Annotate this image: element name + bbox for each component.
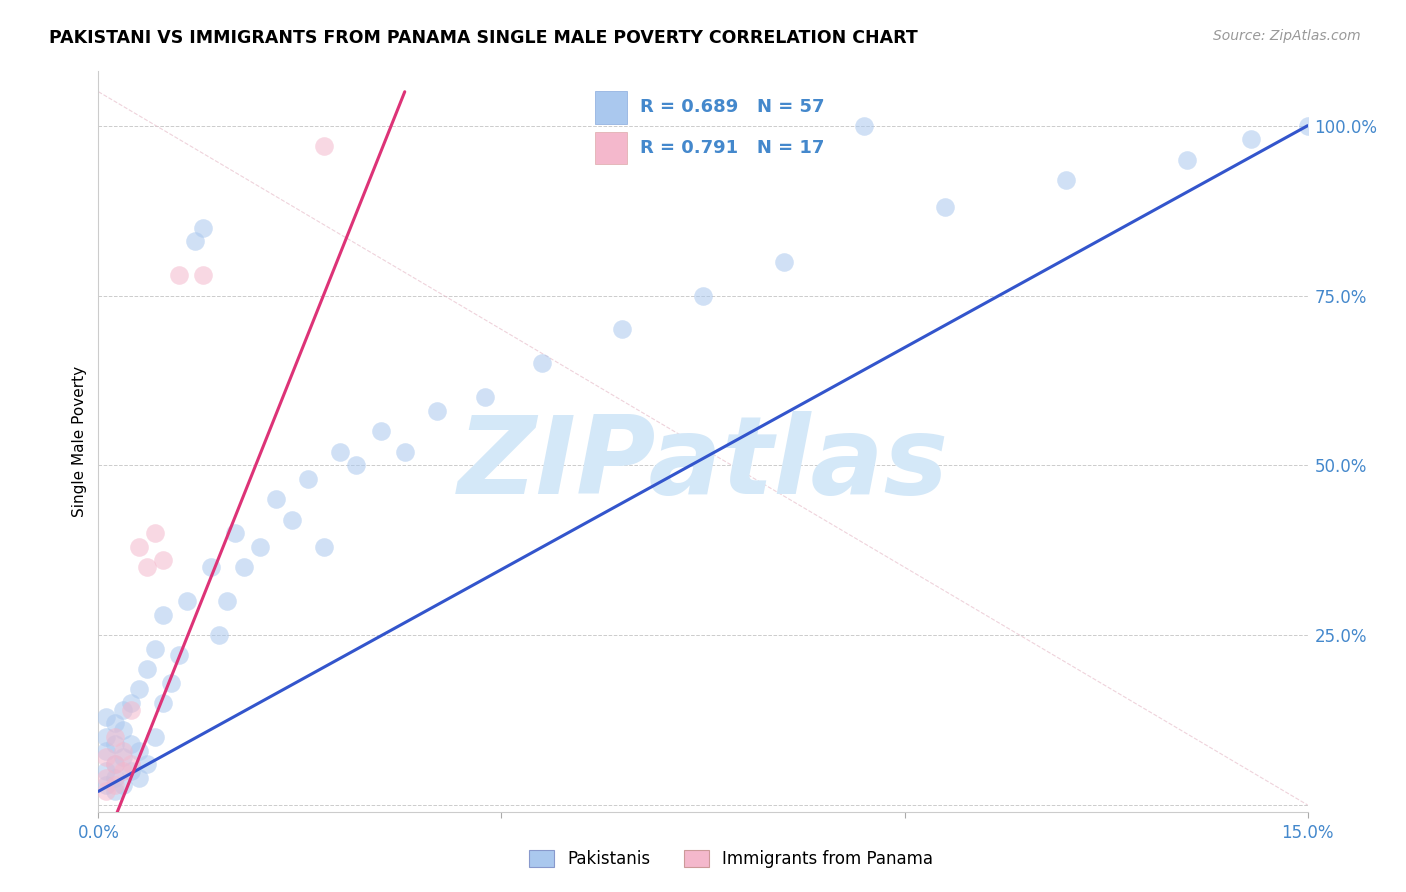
- Legend: Pakistanis, Immigrants from Panama: Pakistanis, Immigrants from Panama: [523, 843, 939, 875]
- Point: [103, 784, 125, 798]
- Point: [96, 771, 118, 785]
- Point: [1054, 173, 1077, 187]
- Text: ZIPatlas: ZIPatlas: [457, 410, 949, 516]
- Point: [103, 771, 125, 785]
- Point: [120, 703, 142, 717]
- Point: [135, 662, 157, 676]
- Point: [612, 322, 634, 336]
- Point: [103, 757, 125, 772]
- Point: [120, 757, 142, 772]
- Point: [128, 771, 150, 785]
- Point: [103, 737, 125, 751]
- Point: [120, 737, 142, 751]
- Point: [193, 268, 215, 282]
- Point: [1175, 153, 1198, 167]
- Point: [772, 254, 794, 268]
- Point: [152, 696, 174, 710]
- Point: [1240, 132, 1263, 146]
- Point: [111, 750, 134, 764]
- Point: [103, 778, 125, 792]
- Point: [120, 764, 142, 778]
- Point: [370, 425, 392, 439]
- Point: [167, 648, 190, 663]
- Point: [167, 268, 190, 282]
- Point: [184, 234, 207, 248]
- Text: Source: ZipAtlas.com: Source: ZipAtlas.com: [1213, 29, 1361, 43]
- Point: [128, 540, 150, 554]
- Point: [152, 607, 174, 622]
- Point: [96, 764, 118, 778]
- Point: [103, 716, 125, 731]
- Point: [934, 200, 956, 214]
- Point: [474, 391, 496, 405]
- Point: [143, 526, 166, 541]
- Point: [232, 560, 254, 574]
- Point: [160, 675, 183, 690]
- Point: [96, 730, 118, 744]
- Point: [103, 730, 125, 744]
- Y-axis label: Single Male Poverty: Single Male Poverty: [72, 366, 87, 517]
- Point: [143, 641, 166, 656]
- Point: [111, 778, 134, 792]
- Point: [128, 743, 150, 757]
- Point: [96, 784, 118, 798]
- Point: [111, 764, 134, 778]
- Point: [111, 743, 134, 757]
- Point: [249, 540, 271, 554]
- Point: [853, 119, 876, 133]
- Point: [96, 778, 118, 792]
- Point: [200, 560, 222, 574]
- Point: [530, 356, 553, 370]
- Point: [314, 540, 336, 554]
- Point: [329, 444, 352, 458]
- Point: [426, 404, 449, 418]
- Point: [394, 444, 416, 458]
- Point: [143, 730, 166, 744]
- Point: [103, 757, 125, 772]
- Point: [281, 513, 304, 527]
- Point: [193, 220, 215, 235]
- Point: [344, 458, 367, 473]
- Point: [297, 472, 319, 486]
- Point: [96, 743, 118, 757]
- Point: [128, 682, 150, 697]
- Point: [152, 553, 174, 567]
- Text: PAKISTANI VS IMMIGRANTS FROM PANAMA SINGLE MALE POVERTY CORRELATION CHART: PAKISTANI VS IMMIGRANTS FROM PANAMA SING…: [49, 29, 918, 46]
- Point: [111, 723, 134, 738]
- Point: [135, 560, 157, 574]
- Point: [217, 594, 239, 608]
- Point: [96, 750, 118, 764]
- Point: [264, 492, 287, 507]
- Point: [120, 696, 142, 710]
- Point: [135, 757, 157, 772]
- Point: [1296, 119, 1319, 133]
- Point: [96, 709, 118, 723]
- Point: [111, 703, 134, 717]
- Point: [692, 288, 714, 302]
- Point: [176, 594, 198, 608]
- Point: [314, 139, 336, 153]
- Point: [208, 628, 231, 642]
- Point: [224, 526, 246, 541]
